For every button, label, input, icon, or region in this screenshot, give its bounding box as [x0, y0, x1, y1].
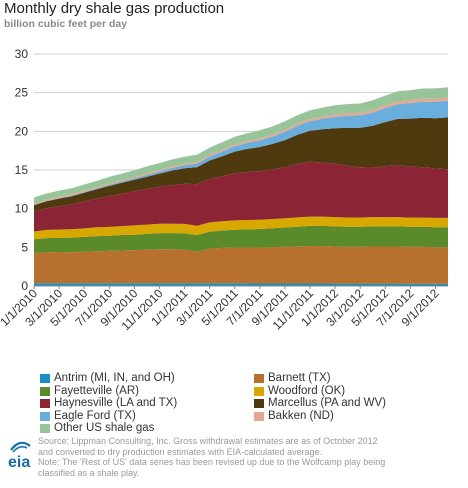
- legend-label: Bakken (ND): [268, 409, 334, 422]
- legend-label: Barnett (TX): [268, 372, 331, 384]
- source-note: Source: Lippman Consulting, Inc. Gross w…: [38, 436, 466, 478]
- series-area: [34, 225, 448, 254]
- legend-label: Marcellus (PA and WV): [268, 397, 387, 409]
- series-area: [34, 100, 448, 206]
- legend-swatch: [254, 374, 264, 383]
- y-tick-label: 5: [21, 240, 28, 254]
- stacked-area-chart: 0510152025301/1/20103/1/20105/1/20107/1/…: [0, 47, 448, 333]
- chart-subtitle: billion cubic feet per day: [4, 18, 128, 30]
- legend-label: Eagle Ford (TX): [54, 409, 136, 422]
- y-tick-label: 25: [15, 86, 29, 100]
- legend-label: Fayetteville (AR): [54, 384, 139, 397]
- legend-label: Haynesville (LA and TX): [54, 397, 178, 409]
- y-tick-label: 30: [15, 47, 29, 61]
- legend-swatch: [40, 399, 50, 408]
- series-area: [34, 216, 448, 240]
- series-area: [34, 97, 448, 205]
- legend-swatch: [254, 386, 264, 396]
- source-line: and converted to dry production estimate…: [38, 446, 323, 457]
- y-tick-label: 10: [15, 202, 29, 216]
- legend-label: Other US shale gas: [54, 422, 155, 434]
- source-line: Note: The 'Rest of US' data series has b…: [38, 457, 386, 467]
- eia-logo-text: eia: [8, 454, 30, 471]
- chart-title: Monthly dry shale gas production: [4, 0, 225, 17]
- legend-swatch: [40, 386, 50, 396]
- legend-swatch: [40, 411, 50, 421]
- series-area: [34, 117, 448, 212]
- source-line: Source: Lippman Consulting, Inc. Gross w…: [38, 436, 378, 446]
- legend-label: Woodford (OK): [268, 384, 346, 397]
- series-area: [34, 87, 448, 204]
- series-area: [34, 246, 448, 284]
- legend-swatch: [40, 374, 50, 383]
- series-area: [34, 161, 448, 232]
- legend-swatch: [40, 424, 50, 433]
- y-tick-label: 20: [15, 124, 29, 138]
- source-line: classified as a shale play.: [38, 467, 140, 478]
- eia-logo-icon: eia: [8, 441, 31, 471]
- legend-label: Antrim (MI, IN, and OH): [54, 372, 175, 384]
- y-tick-label: 0: [21, 279, 28, 293]
- legend-swatch: [254, 411, 264, 421]
- y-tick-label: 15: [15, 163, 29, 177]
- legend-swatch: [254, 399, 264, 408]
- series-area: [34, 283, 448, 286]
